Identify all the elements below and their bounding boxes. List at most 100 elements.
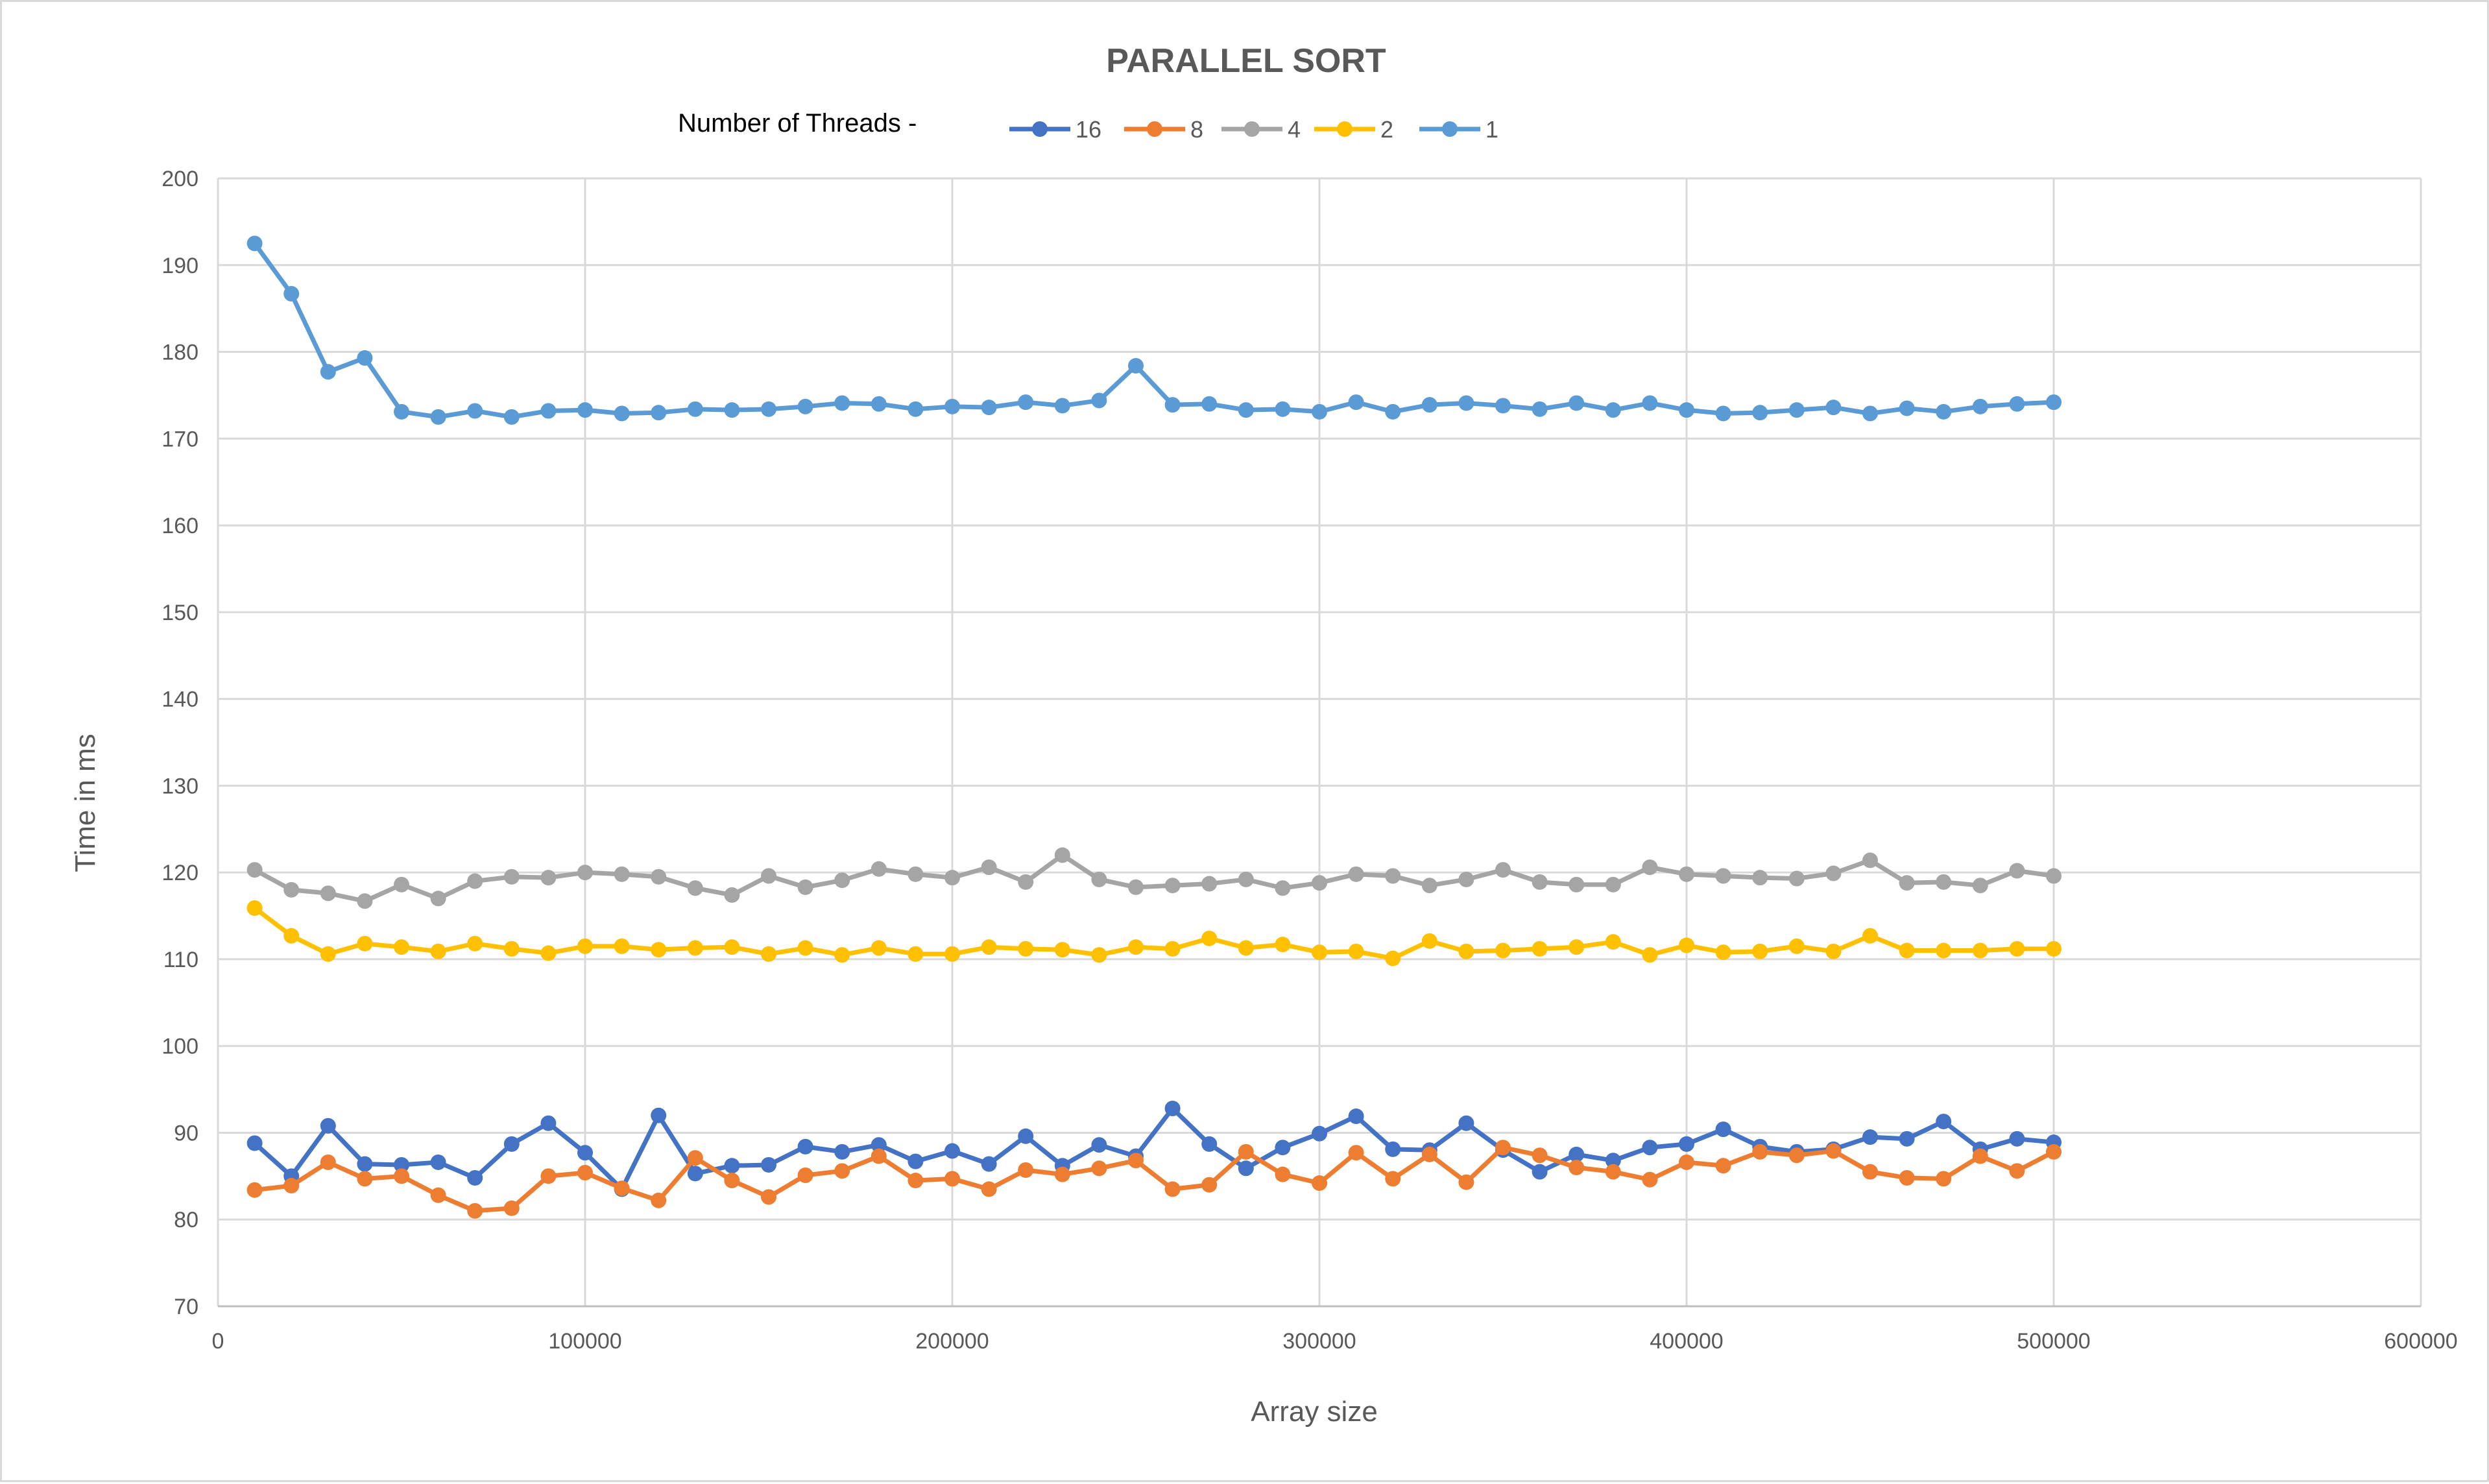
data-point [908, 1173, 924, 1189]
data-point [357, 350, 373, 366]
data-point [283, 881, 300, 898]
x-tick-label: 600000 [2384, 1329, 2457, 1354]
data-point [1605, 1153, 1621, 1169]
data-point [430, 943, 446, 959]
data-point [1569, 1146, 1585, 1162]
data-point [1238, 1160, 1254, 1177]
data-point [871, 861, 887, 877]
data-point [1679, 937, 1694, 953]
data-point [1569, 1159, 1585, 1175]
data-point [1495, 942, 1511, 959]
series-line-1 [252, 242, 2054, 420]
data-point [1458, 395, 1474, 411]
data-point [797, 1167, 813, 1184]
data-point [394, 403, 409, 420]
data-point [1421, 397, 1437, 413]
data-point [577, 1145, 593, 1161]
data-point [2046, 1143, 2062, 1160]
legend-item-8: 8 [1124, 116, 1203, 143]
data-point [2046, 868, 2062, 884]
legend-marker [1032, 121, 1048, 137]
data-point [1348, 394, 1364, 411]
data-point [1605, 934, 1621, 950]
data-point [1936, 1114, 1952, 1130]
data-point [1825, 1143, 1842, 1159]
data-point [1788, 870, 1805, 887]
data-point [1385, 1171, 1401, 1187]
data-point [503, 1200, 520, 1216]
data-point [320, 1118, 336, 1134]
data-point [687, 940, 703, 956]
data-point [1128, 939, 1144, 955]
data-point [1569, 939, 1585, 955]
data-point [1312, 944, 1327, 961]
y-tick-label: 190 [162, 254, 198, 278]
data-point [1605, 1164, 1621, 1180]
data-point [908, 1153, 924, 1169]
data-point [1238, 940, 1254, 956]
data-point [1825, 400, 1842, 416]
legend-label: 1 [1485, 116, 1498, 143]
data-point [1642, 947, 1658, 963]
data-point [1679, 1154, 1694, 1170]
data-point [2009, 863, 2025, 879]
data-point [1899, 1131, 1915, 1147]
data-point [1164, 940, 1181, 957]
data-point [797, 879, 813, 895]
y-tick-label: 100 [162, 1035, 198, 1059]
data-point [651, 1192, 667, 1208]
data-point [834, 947, 850, 963]
data-point [577, 1164, 593, 1180]
data-point [1018, 394, 1034, 411]
data-point [761, 868, 776, 884]
data-point [1458, 871, 1474, 887]
chart-title: PARALLEL SORT [1106, 42, 1386, 80]
data-point [1532, 940, 1548, 957]
data-point [981, 939, 997, 955]
y-tick-label: 170 [162, 427, 198, 451]
y-tick-label: 140 [162, 688, 198, 712]
data-point [651, 942, 667, 958]
y-tick-label: 180 [162, 341, 198, 365]
data-point [981, 859, 997, 876]
data-point [834, 395, 850, 411]
data-point [246, 900, 263, 916]
data-point [1238, 871, 1254, 887]
data-point [357, 935, 373, 951]
data-point [1862, 928, 1878, 944]
data-point [1605, 876, 1621, 892]
x-tick-label: 0 [212, 1329, 224, 1354]
data-point [503, 1136, 520, 1152]
data-point [614, 938, 630, 954]
y-tick-label: 130 [162, 774, 198, 798]
data-point [1679, 866, 1694, 882]
data-point [1312, 875, 1327, 891]
data-point [1642, 1171, 1658, 1188]
data-point [1091, 392, 1107, 409]
data-point [908, 866, 924, 882]
legend-label: 16 [1076, 116, 1101, 143]
data-point [797, 940, 813, 956]
data-point [394, 876, 409, 892]
data-point [246, 862, 263, 878]
data-point [1054, 942, 1070, 958]
data-point [540, 870, 557, 886]
data-point [871, 1137, 887, 1153]
data-point [357, 1156, 373, 1172]
data-point [687, 880, 703, 896]
data-point [1715, 405, 1731, 422]
legend-label: 2 [1380, 116, 1393, 143]
data-point [577, 938, 593, 954]
data-point [1385, 403, 1401, 420]
data-point [1899, 400, 1915, 416]
data-point [1936, 403, 1952, 420]
y-tick-label: 70 [174, 1295, 198, 1319]
legend-item-2: 2 [1314, 116, 1393, 143]
data-point [981, 400, 997, 416]
x-axis-title: Array size [1251, 1396, 1378, 1428]
data-point [1164, 397, 1181, 413]
data-point [1201, 396, 1218, 412]
data-point [430, 409, 446, 425]
data-point [1458, 1115, 1474, 1131]
data-point [1715, 944, 1731, 961]
